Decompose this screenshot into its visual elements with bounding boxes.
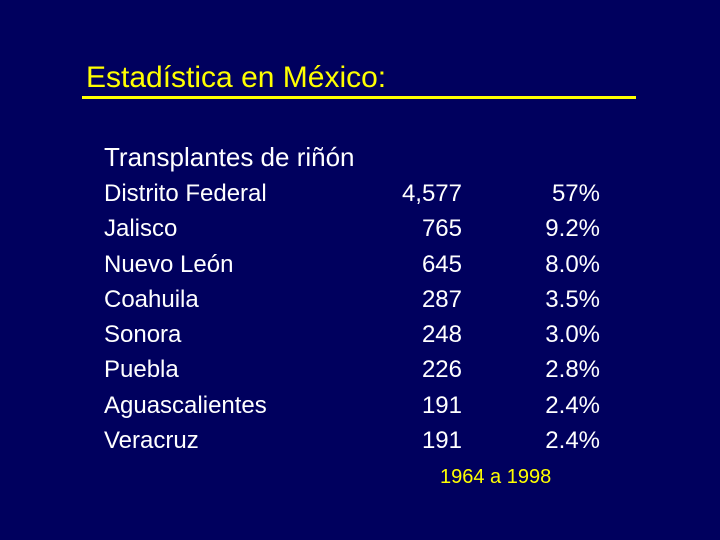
transplant-count: 287 (421, 285, 462, 313)
state-name: Aguascalientes (104, 391, 267, 419)
transplant-count: 191 (421, 391, 462, 419)
transplant-count: 4,577 (401, 180, 462, 207)
state-name: Veracruz (104, 427, 199, 455)
transplant-percent: 57% (551, 180, 600, 207)
state-name: Jalisco (104, 215, 178, 243)
transplant-percent: 3.0% (545, 321, 600, 349)
transplant-count: 765 (421, 215, 462, 243)
transplant-count: 226 (421, 356, 462, 384)
state-name: Nuevo León (104, 250, 234, 278)
state-name: Sonora (104, 321, 182, 349)
table-row: Distrito Federal 4,577 57% (0, 176, 720, 211)
date-range-note: 1964 a 1998 (440, 466, 552, 488)
transplant-table: Distrito Federal 4,577 57% Jalisco 765 9… (0, 176, 720, 458)
table-row: Coahuila 287 3.5% (0, 282, 720, 317)
title-underline (82, 96, 636, 99)
transplant-count: 191 (421, 427, 462, 455)
table-row: Aguascalientes 191 2.4% (0, 388, 720, 423)
state-name: Distrito Federal (104, 180, 267, 207)
state-name: Coahuila (104, 285, 199, 313)
table-row: Nuevo León 645 8.0% (0, 247, 720, 282)
slide-title: Estadística en México: (86, 61, 387, 94)
transplant-percent: 8.0% (545, 250, 600, 278)
transplant-percent: 2.4% (545, 427, 600, 455)
table-row: Jalisco 765 9.2% (0, 211, 720, 246)
table-row: Puebla 226 2.8% (0, 352, 720, 387)
table-row: Veracruz 191 2.4% (0, 423, 720, 458)
transplant-count: 248 (421, 321, 462, 349)
transplant-percent: 3.5% (545, 285, 600, 313)
transplant-count: 645 (421, 250, 462, 278)
transplant-percent: 2.4% (545, 391, 600, 419)
transplant-percent: 2.8% (545, 356, 600, 384)
state-name: Puebla (104, 356, 179, 384)
transplant-percent: 9.2% (545, 215, 600, 243)
table-row: Sonora 248 3.0% (0, 317, 720, 352)
slide-subtitle: Transplantes de riñón (104, 142, 355, 172)
